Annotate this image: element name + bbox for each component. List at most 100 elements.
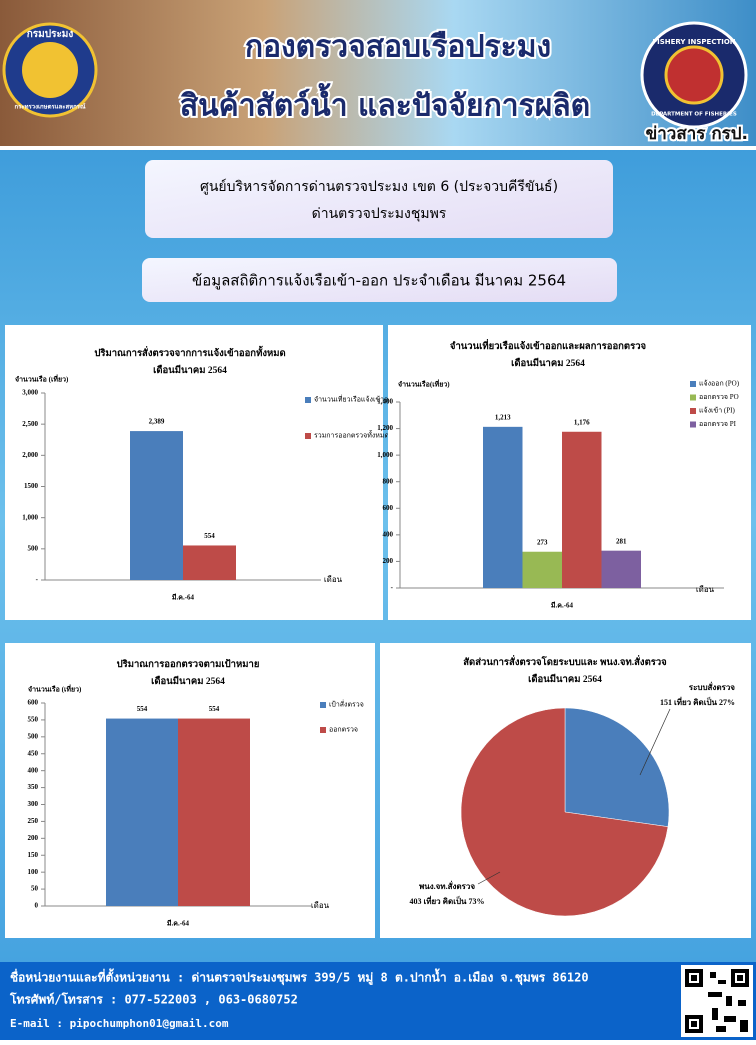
footer-line: ชื่อหน่วยงานและที่ตั้งหน่วยงาน : ด่านตรว… bbox=[10, 968, 589, 986]
bar bbox=[601, 550, 641, 588]
chart-title: ปริมาณการออกตรวจตามเป้าหมาย bbox=[117, 658, 260, 670]
y-axis-title: จำนวนเรือ(เที่ยว) bbox=[398, 379, 450, 389]
legend-swatch bbox=[320, 702, 326, 708]
y-tick-label: 400 bbox=[28, 766, 39, 774]
legend-label: ออกตรวจ PI bbox=[699, 420, 737, 428]
y-tick-label: 350 bbox=[28, 783, 39, 791]
right-logo-bottom: DEPARTMENT OF FISHERIES bbox=[651, 112, 737, 118]
data-label: 2,389 bbox=[149, 418, 165, 426]
leader-line bbox=[639, 708, 671, 776]
info-line: ข้อมูลสถิติการแจ้งเรือเข้า-ออก ประจำเดือ… bbox=[192, 272, 566, 290]
left-logo-bottom: กระทรวงเกษตรและสหกรณ์ bbox=[14, 103, 86, 111]
chart-title: ปริมาณการสั่งตรวจจากการแจ้งเข้าออกทั้งหม… bbox=[94, 345, 285, 359]
y-tick-label: 600 bbox=[28, 699, 39, 707]
bar bbox=[183, 545, 236, 580]
legend-label: แจ้งออก (PO) bbox=[699, 380, 740, 388]
y-tick-label: 1500 bbox=[24, 482, 39, 490]
pie-slice bbox=[564, 707, 670, 827]
y-tick-label: 2,000 bbox=[22, 451, 38, 459]
legend-swatch bbox=[690, 408, 696, 414]
legend-swatch bbox=[305, 433, 311, 439]
data-label: 554 bbox=[204, 532, 215, 540]
footer-line: E-mail : pipochumphon01@gmail.com bbox=[10, 1017, 229, 1030]
y-tick-label: 600 bbox=[383, 504, 394, 512]
bar bbox=[562, 431, 602, 588]
y-tick-label: 300 bbox=[28, 800, 39, 808]
data-label: 1,213 bbox=[495, 413, 511, 421]
legend-swatch bbox=[690, 421, 696, 428]
y-tick-label: - bbox=[391, 584, 394, 592]
pie-slice bbox=[460, 707, 669, 917]
y-tick-label: 100 bbox=[28, 868, 39, 876]
chart-title: จำนวนเที่ยวเรือแจ้งเข้าออกและผลการออกตรว… bbox=[450, 338, 646, 352]
data-label: 281 bbox=[616, 537, 627, 545]
x-tick-label: มี.ค.-64 bbox=[172, 594, 195, 602]
info-box bbox=[145, 160, 613, 238]
info-line: ศูนย์บริหารจัดการด่านตรวจประมง เขต 6 (ปร… bbox=[200, 178, 558, 195]
legend-label: รวมการออกตรวจทั้งหมด bbox=[314, 429, 389, 440]
footer-line: โทรศัพท์/โทรสาร : 077-522003 , 063-06807… bbox=[9, 992, 298, 1007]
y-tick-label: - bbox=[36, 576, 39, 584]
legend-label: ออกตรวจ PO bbox=[699, 393, 739, 401]
header-banner bbox=[0, 0, 756, 146]
info-line: ด่านตรวจประมงชุมพร bbox=[312, 206, 447, 222]
y-tick-label: 2,500 bbox=[22, 420, 38, 428]
x-tick-label: มี.ค.-64 bbox=[167, 920, 190, 928]
y-tick-label: 550 bbox=[28, 716, 39, 724]
bar bbox=[522, 551, 562, 588]
x-axis-title: เดือน bbox=[696, 585, 715, 594]
bar bbox=[178, 718, 250, 906]
legend-swatch bbox=[690, 394, 696, 401]
y-axis-title: จำนวนเรือ (เที่ยว) bbox=[15, 374, 69, 384]
data-label: 554 bbox=[209, 705, 220, 713]
chart-subtitle: เดือนมีนาคม 2564 bbox=[511, 357, 585, 369]
bar bbox=[130, 431, 183, 580]
y-tick-label: 1,000 bbox=[22, 513, 38, 521]
left-logo-top: กรมประมง bbox=[27, 28, 74, 40]
chart-title: สัดส่วนการสั่งตรวจโดยระบบและ พนง.จท.สั่ง… bbox=[463, 654, 667, 668]
x-axis-title: เดือน bbox=[324, 575, 343, 584]
left-logo-emblem bbox=[22, 42, 78, 98]
legend-label: จำนวนเที่ยวเรือแจ้งเข้าออก bbox=[314, 395, 397, 404]
legend-label: เป้าสั่งตรวจ bbox=[329, 700, 364, 709]
header-tag: ข่าวสาร กรป. bbox=[646, 124, 748, 144]
y-tick-label: 500 bbox=[28, 732, 39, 740]
legend-swatch bbox=[690, 381, 696, 387]
slice-value: 403 เที่ยว คิดเป็น 73% bbox=[409, 895, 484, 906]
y-tick-label: 800 bbox=[383, 477, 394, 485]
y-tick-label: 500 bbox=[28, 544, 39, 552]
right-logo-emblem bbox=[664, 45, 724, 105]
chart-subtitle: เดือนมีนาคม 2564 bbox=[151, 675, 225, 687]
header-title: สินค้าสัตว์น้ำ และปัจจัยการผลิต bbox=[180, 83, 590, 124]
footer-band bbox=[0, 962, 756, 1040]
info-box bbox=[142, 258, 617, 302]
bar bbox=[483, 426, 523, 588]
data-label: 554 bbox=[137, 705, 148, 713]
y-tick-label: 3,000 bbox=[22, 389, 38, 397]
qr-code bbox=[681, 965, 753, 1037]
slice-value: 151 เที่ยว คิดเป็น 27% bbox=[660, 696, 735, 707]
y-tick-label: 400 bbox=[383, 530, 394, 538]
legend-label: ออกตรวจ bbox=[329, 726, 358, 734]
y-tick-label: 50 bbox=[31, 885, 39, 893]
y-tick-label: 450 bbox=[28, 749, 39, 757]
slice-label: ระบบสั่งตรวจ bbox=[689, 681, 736, 692]
y-tick-label: 200 bbox=[383, 557, 394, 565]
leader-line bbox=[477, 871, 501, 885]
right-logo-top: FISHERY INSPECTION bbox=[652, 38, 735, 46]
y-tick-label: 1,200 bbox=[377, 424, 393, 432]
chart-subtitle: เดือนมีนาคม 2564 bbox=[153, 364, 227, 376]
legend-swatch bbox=[305, 397, 311, 403]
header-rule bbox=[0, 146, 756, 150]
data-label: 1,176 bbox=[574, 418, 590, 426]
bar bbox=[106, 718, 178, 906]
y-tick-label: 1,000 bbox=[377, 451, 393, 459]
y-tick-label: 250 bbox=[28, 817, 39, 825]
slice-label: พนง.จท.สั่งตรวจ bbox=[419, 880, 475, 891]
x-axis-title: เดือน bbox=[311, 901, 330, 910]
y-tick-label: 1,400 bbox=[377, 398, 393, 406]
header-title: กองตรวจสอบเรือประมง bbox=[245, 30, 551, 65]
legend-label: แจ้งเข้า (PI) bbox=[699, 407, 735, 415]
chart-subtitle: เดือนมีนาคม 2564 bbox=[528, 673, 602, 685]
